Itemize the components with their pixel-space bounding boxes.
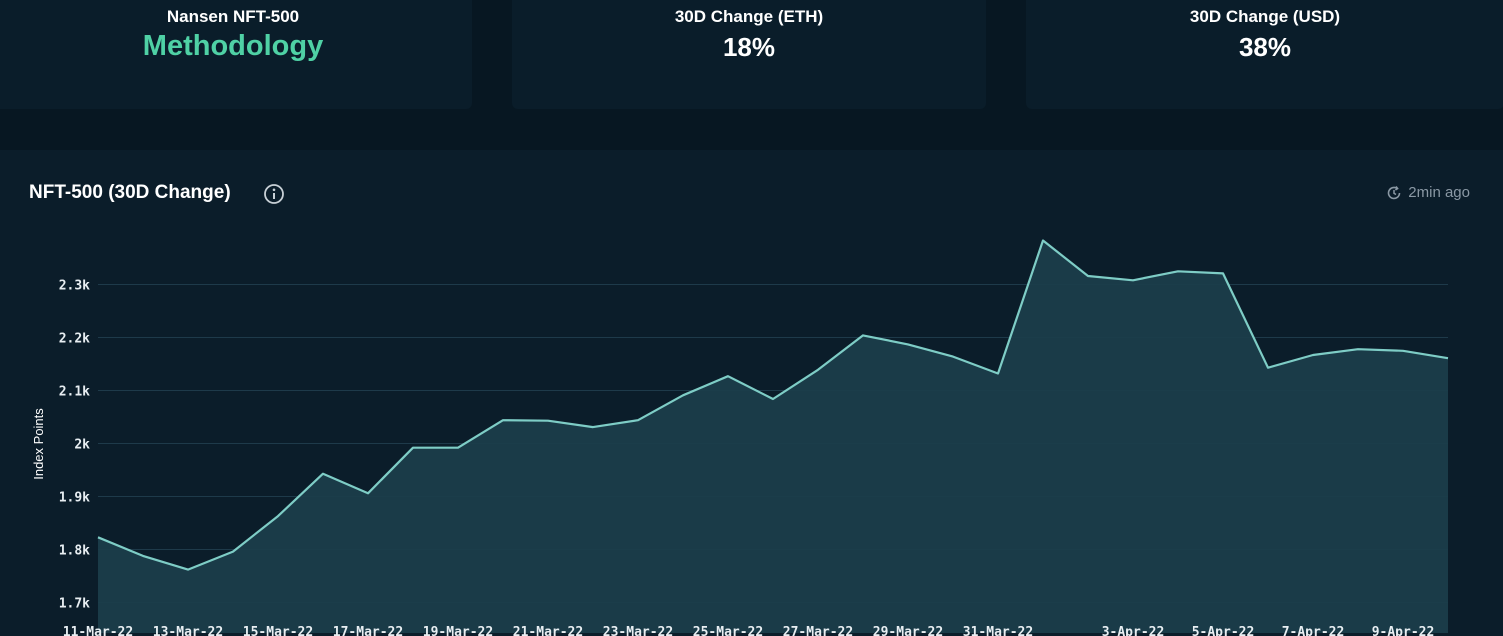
stat-value-usd-change: 38% <box>1238 32 1292 62</box>
x-tick-label: 27-Mar-22 <box>783 625 853 636</box>
stat-value-eth-change: 18% <box>722 32 776 62</box>
x-tick-label: 25-Mar-22 <box>693 625 763 636</box>
data-point <box>1311 353 1315 357</box>
chart-panel: 1.7k 1.8k 1.9k 2k 2.1k 2.2k 2.3k 11-Mar-22 13-Ma… <box>0 150 1503 636</box>
data-point <box>501 418 505 422</box>
y-tick-label: 1.7k <box>59 597 90 612</box>
data-point <box>636 418 640 422</box>
stat-label-usd-change: 30D Change (USD) <box>1189 7 1341 26</box>
y-tick-label: 2.1k <box>59 385 90 400</box>
data-point <box>771 397 775 401</box>
methodology-link[interactable]: Methodology <box>142 30 324 62</box>
chart: 1.7k 1.8k 1.9k 2k 2.1k 2.2k 2.3k 11-Mar-22 13-Ma… <box>31 239 1450 636</box>
x-tick-label: 7-Apr-22 <box>1282 625 1345 636</box>
data-point <box>861 333 865 337</box>
data-point <box>366 491 370 495</box>
data-point <box>726 374 730 378</box>
stat-card-eth-change: 30D Change (ETH) 18% <box>512 0 986 109</box>
x-tick-label: 31-Mar-22 <box>963 625 1033 636</box>
y-tick-label: 2.2k <box>59 332 90 347</box>
x-tick-label: 19-Mar-22 <box>423 625 493 636</box>
last-updated: 2min ago <box>1386 184 1470 201</box>
data-point <box>546 419 550 423</box>
data-point <box>231 550 235 554</box>
data-point <box>321 472 325 476</box>
x-tick-label: 15-Mar-22 <box>243 625 313 636</box>
y-tick-label: 1.9k <box>59 491 90 506</box>
data-point <box>1221 271 1225 275</box>
data-point <box>816 368 820 372</box>
y-tick-label: 1.8k <box>59 544 90 559</box>
data-point <box>456 446 460 450</box>
data-point <box>1266 366 1270 370</box>
data-point <box>1401 349 1405 353</box>
stat-card-index: Nansen NFT-500 Methodology <box>0 0 472 109</box>
data-point <box>996 372 1000 376</box>
x-tick-label: 13-Mar-22 <box>153 625 223 636</box>
x-tick-label: 3-Apr-22 <box>1102 625 1165 636</box>
x-tick-label: 5-Apr-22 <box>1192 625 1255 636</box>
stats-row: Nansen NFT-500 Methodology 30D Change (E… <box>0 0 1503 110</box>
y-tick-label: 2k <box>74 438 90 453</box>
data-point <box>951 355 955 359</box>
y-axis-title: Index Points <box>31 408 46 480</box>
chart-title: NFT-500 (30D Change) <box>29 182 231 203</box>
data-point <box>1176 269 1180 273</box>
y-tick-label: 2.3k <box>59 279 90 294</box>
refresh-clock-icon[interactable] <box>1386 185 1402 201</box>
data-point <box>276 514 280 518</box>
data-point <box>681 393 685 397</box>
data-point <box>141 554 145 558</box>
data-point <box>411 446 415 450</box>
x-tick-label: 17-Mar-22 <box>333 625 403 636</box>
data-point <box>1086 274 1090 278</box>
info-icon[interactable] <box>263 183 285 205</box>
data-point <box>186 568 190 572</box>
x-tick-label: 11-Mar-22 <box>63 625 133 636</box>
data-point <box>96 535 100 539</box>
x-tick-label: 29-Mar-22 <box>873 625 943 636</box>
data-point <box>1446 356 1450 360</box>
x-tick-label: 9-Apr-22 <box>1372 625 1435 636</box>
area-fill <box>98 240 1448 633</box>
series-line <box>97 239 1449 571</box>
stat-card-usd-change: 30D Change (USD) 38% <box>1026 0 1503 109</box>
stat-label-index: Nansen NFT-500 <box>166 7 300 26</box>
stat-label-eth-change: 30D Change (ETH) <box>674 7 824 26</box>
data-point <box>1041 239 1045 243</box>
data-point <box>1356 347 1360 351</box>
x-tick-label: 23-Mar-22 <box>603 625 673 636</box>
data-point <box>1131 278 1135 282</box>
last-updated-text: 2min ago <box>1408 184 1470 201</box>
data-point <box>906 342 910 346</box>
x-tick-label: 21-Mar-22 <box>513 625 583 636</box>
data-point <box>591 425 595 429</box>
